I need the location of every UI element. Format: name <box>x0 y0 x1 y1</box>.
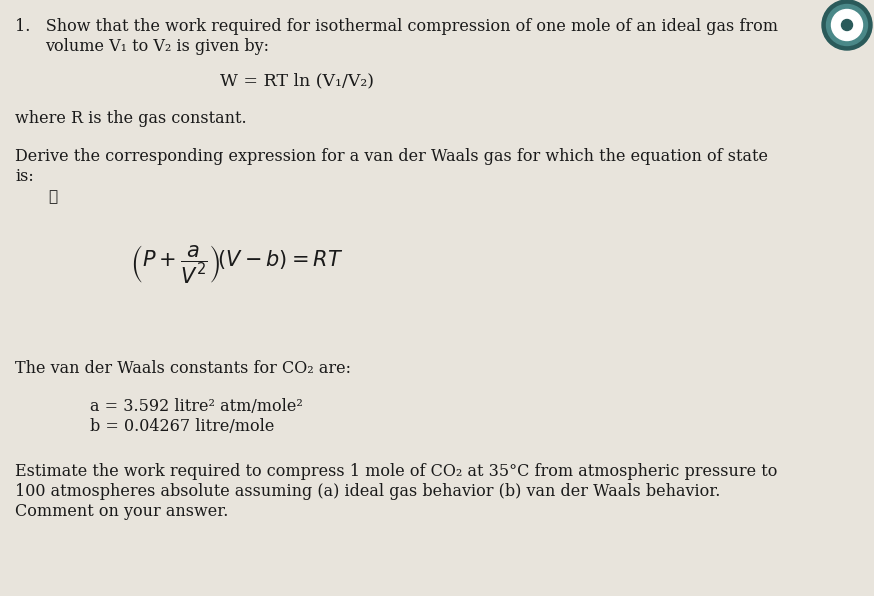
Text: b = 0.04267 litre/mole: b = 0.04267 litre/mole <box>90 418 274 435</box>
Text: 1.   Show that the work required for isothermal compression of one mole of an id: 1. Show that the work required for isoth… <box>15 18 778 35</box>
Text: ⋮: ⋮ <box>48 190 57 204</box>
Text: Comment on your answer.: Comment on your answer. <box>15 503 228 520</box>
Circle shape <box>831 10 863 41</box>
Text: 100 atmospheres absolute assuming (a) ideal gas behavior (b) van der Waals behav: 100 atmospheres absolute assuming (a) id… <box>15 483 720 500</box>
Text: is:: is: <box>15 168 34 185</box>
Text: Derive the corresponding expression for a van der Waals gas for which the equati: Derive the corresponding expression for … <box>15 148 768 165</box>
Text: a = 3.592 litre² atm/mole²: a = 3.592 litre² atm/mole² <box>90 398 303 415</box>
Circle shape <box>822 0 872 50</box>
Text: where R is the gas constant.: where R is the gas constant. <box>15 110 246 127</box>
Text: W = RT ln (V₁/V₂): W = RT ln (V₁/V₂) <box>220 72 374 89</box>
Text: The van der Waals constants for CO₂ are:: The van der Waals constants for CO₂ are: <box>15 360 351 377</box>
Text: volume V₁ to V₂ is given by:: volume V₁ to V₂ is given by: <box>45 38 269 55</box>
Text: $\left(P+\dfrac{a}{V^{2}}\right)\!\left(V-b\right)= RT$: $\left(P+\dfrac{a}{V^{2}}\right)\!\left(… <box>130 244 343 286</box>
Circle shape <box>842 20 852 30</box>
Text: Estimate the work required to compress 1 mole of CO₂ at 35°C from atmospheric pr: Estimate the work required to compress 1… <box>15 463 777 480</box>
Circle shape <box>827 5 868 45</box>
